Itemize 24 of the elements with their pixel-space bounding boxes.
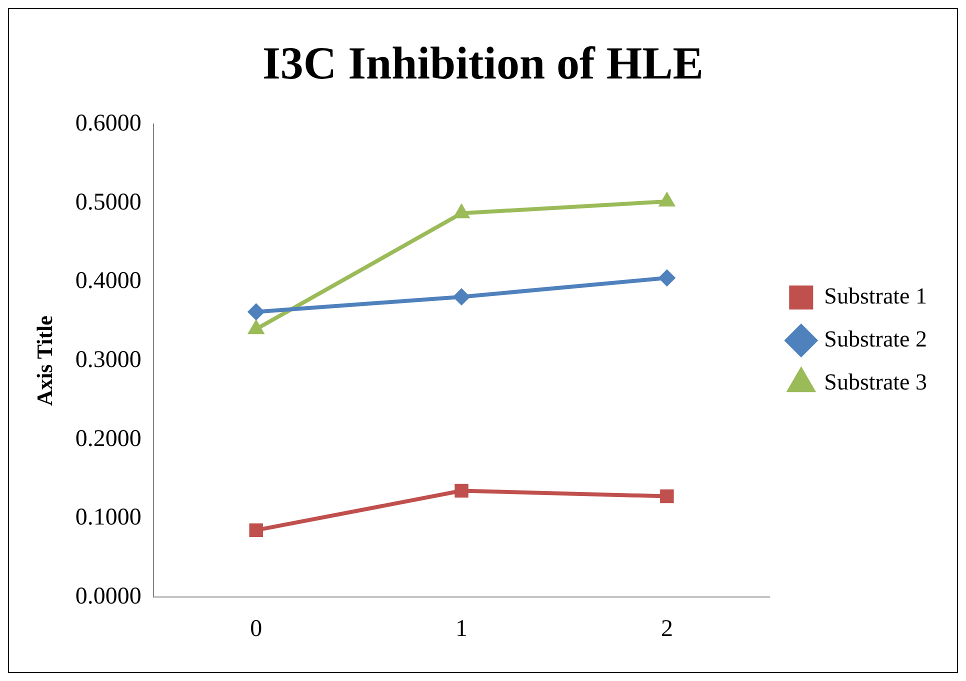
point [248,320,264,334]
x-tick-label: 2 [660,616,673,642]
point [249,523,263,538]
y-tick-label: 0.2000 [75,426,142,452]
legend-label: Substrate 2 [824,326,928,352]
y-tick-label: 0.1000 [75,504,142,531]
legend-label: Substrate 1 [824,284,928,309]
point [248,303,265,320]
y-axis-title: Axis Title [32,315,57,406]
y-tick-label: 0.4000 [75,268,142,294]
x-tick-label: 1 [456,616,468,642]
point [658,192,676,206]
point [454,484,468,498]
point [453,288,470,306]
point [453,204,470,218]
x-tick-label: 0 [250,616,262,642]
chart-title: I3C Inhibition of HLE [262,37,704,88]
point [660,489,674,504]
y-tick-label: 0.5000 [75,189,142,216]
point [658,269,676,286]
y-tick-label: 0.0000 [75,583,142,610]
legend-label: Substrate 3 [824,370,928,395]
y-tick-label: 0.3000 [75,346,142,373]
y-tick-label: 0.6000 [75,110,142,136]
